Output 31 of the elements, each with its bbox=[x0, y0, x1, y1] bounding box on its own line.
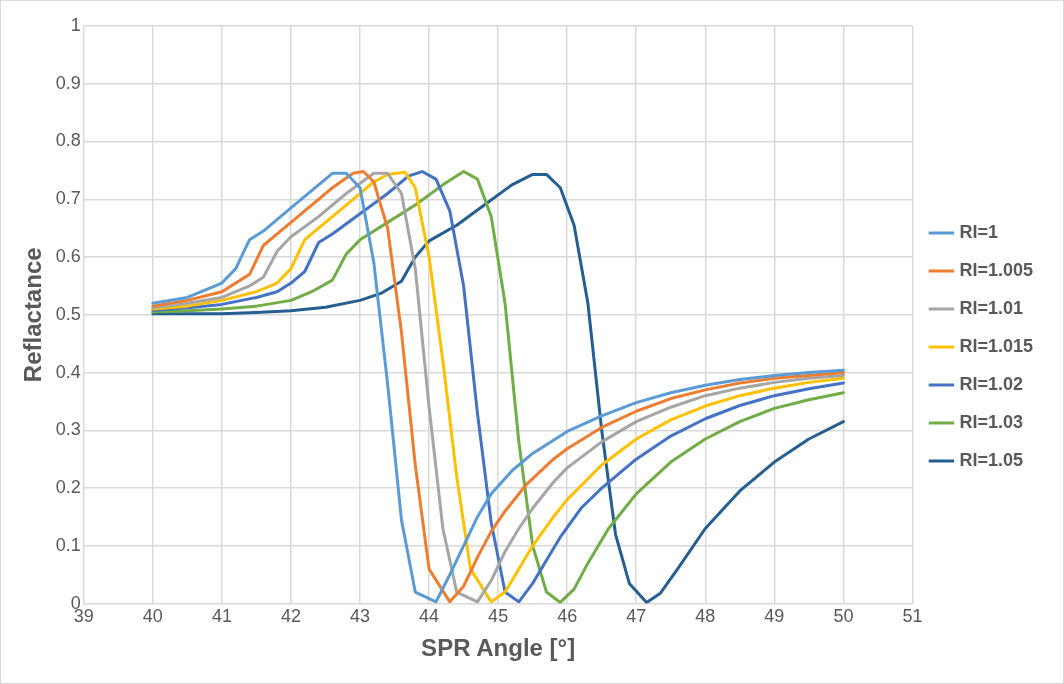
x-tick-label: 49 bbox=[764, 606, 785, 627]
x-tick-label: 47 bbox=[626, 606, 647, 627]
y-tick-label: 0.9 bbox=[55, 72, 81, 93]
x-tick-label: 41 bbox=[211, 606, 232, 627]
legend-label: RI=1.01 bbox=[959, 297, 1023, 318]
x-tick-label: 50 bbox=[833, 606, 854, 627]
x-tick-label: 45 bbox=[488, 606, 509, 627]
x-tick-label: 42 bbox=[280, 606, 301, 627]
legend-label: RI=1.02 bbox=[959, 373, 1023, 394]
x-tick-label: 44 bbox=[419, 606, 440, 627]
x-axis-title: SPR Angle [°] bbox=[421, 634, 576, 662]
y-tick-label: 1 bbox=[70, 14, 81, 35]
y-tick-label: 0.6 bbox=[55, 246, 81, 267]
y-tick-label: 0.1 bbox=[55, 534, 81, 555]
legend-label: RI=1.015 bbox=[959, 335, 1034, 356]
y-tick-label: 0.2 bbox=[55, 477, 81, 498]
x-tick-label: 46 bbox=[557, 606, 578, 627]
y-axis-title: Reflactance bbox=[19, 247, 47, 383]
x-tick-label: 40 bbox=[142, 606, 163, 627]
legend-label: RI=1.005 bbox=[959, 259, 1034, 280]
legend-label: RI=1.03 bbox=[959, 411, 1023, 432]
x-tick-label: 48 bbox=[695, 606, 716, 627]
x-tick-label: 51 bbox=[902, 606, 923, 627]
y-tick-label: 0.7 bbox=[55, 188, 81, 209]
y-tick-label: 0.4 bbox=[55, 361, 81, 382]
x-tick-label: 43 bbox=[350, 606, 371, 627]
y-tick-label: 0.8 bbox=[55, 130, 81, 151]
y-tick-label: 0.5 bbox=[55, 303, 81, 324]
legend-label: RI=1.05 bbox=[959, 449, 1023, 470]
y-tick-label: 0.3 bbox=[55, 419, 81, 440]
legend-label: RI=1 bbox=[959, 221, 998, 242]
